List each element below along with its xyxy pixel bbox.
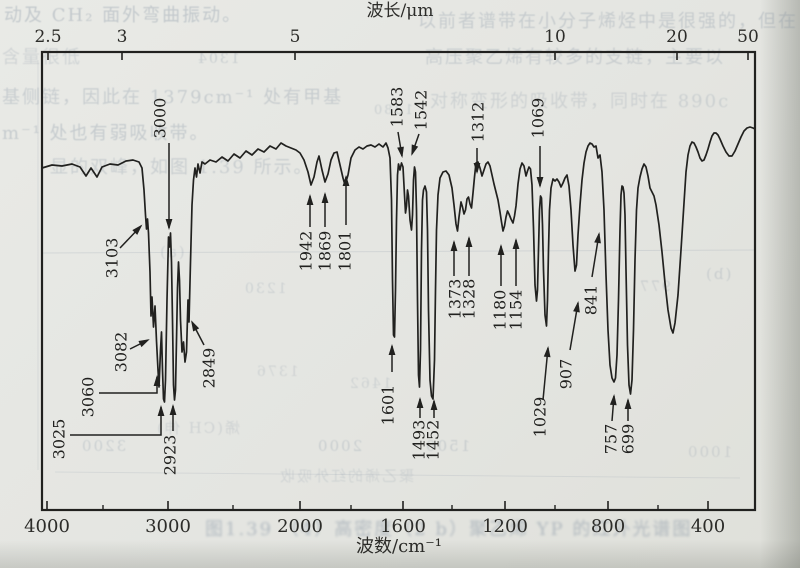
- peak-label-1942: 1942: [297, 231, 316, 272]
- peak-label-3082: 3082: [112, 332, 131, 373]
- top-axis-tick-label-10: 10: [544, 27, 566, 47]
- peak-label-3025: 3025: [50, 419, 69, 460]
- peak-label-1312: 1312: [469, 102, 488, 143]
- top-axis-tick-label-50: 50: [737, 27, 759, 47]
- annotation-arrowhead-907: [573, 301, 580, 313]
- top-axis-tick-label-2.5: 2.5: [34, 27, 61, 47]
- top-axis-tick-label-5: 5: [290, 27, 301, 47]
- peak-label-1452: 1452: [424, 420, 443, 461]
- annotation-arrowhead-1493: [416, 397, 424, 408]
- peak-label-1029: 1029: [531, 397, 550, 438]
- annotation-arrow-3060: [99, 377, 158, 394]
- peak-label-1542: 1542: [412, 90, 431, 131]
- annotation-arrowhead-1601: [388, 344, 396, 355]
- peak-label-1328: 1328: [460, 279, 479, 320]
- annotation-arrowhead-699: [624, 398, 632, 409]
- annotation-arrowhead-3025: [157, 405, 165, 416]
- bottom-axis-tick-label-1200: 1200: [482, 516, 528, 537]
- ghost-line: [54, 471, 741, 479]
- bottom-axis-tick-label-1600: 1600: [380, 516, 426, 537]
- peak-label-3060: 3060: [79, 377, 98, 418]
- annotation-arrowhead-1801: [342, 175, 350, 186]
- peak-label-1154: 1154: [507, 290, 526, 331]
- ghost-text: 以前者谱带在小分子烯烃中是很强的，但在: [418, 11, 798, 32]
- annotation-arrowhead-1942: [306, 194, 314, 205]
- ghost-text: 图1.39 （4）高密度（2 b）聚乙烯 YP 的红外光谱图: [205, 519, 693, 540]
- bottom-axis-tick-label-3000: 3000: [145, 516, 191, 537]
- peak-label-907: 907: [557, 359, 576, 390]
- ghost-text: 显的双峰，如图 1.39 所示。: [50, 157, 314, 178]
- peak-label-699: 699: [619, 424, 638, 455]
- ir-spectrum-curve: [41, 126, 756, 403]
- ghost-text: 对称变形的吸收带，同时在 890c: [430, 91, 731, 112]
- annotation-arrowhead-841: [594, 232, 601, 244]
- peak-label-1069: 1069: [529, 98, 548, 139]
- peak-label-841: 841: [582, 285, 601, 316]
- annotation-arrowhead-1069: [536, 177, 544, 188]
- annotation-arrow-3025: [70, 407, 162, 436]
- peak-label-1583: 1583: [388, 87, 407, 128]
- bottom-axis-tick-label-800: 800: [591, 516, 625, 537]
- peak-label-3000: 3000: [151, 98, 170, 139]
- peak-label-1601: 1601: [379, 385, 398, 426]
- peak-label-1493: 1493: [410, 420, 429, 461]
- annotation-arrowhead-3082: [138, 339, 150, 348]
- annotation-arrowhead-1452: [430, 399, 438, 410]
- annotation-arrowhead-1373: [450, 240, 458, 251]
- ghost-text: 动及 CH₂ 面外弯曲振动。: [4, 5, 243, 26]
- ghost-text: m⁻¹ 处也有弱吸收带。: [2, 123, 210, 144]
- annotation-arrowhead-3000: [165, 219, 173, 230]
- peak-label-757: 757: [602, 424, 621, 455]
- annotation-arrowhead-2849: [191, 320, 200, 332]
- peak-label-1801: 1801: [336, 231, 355, 272]
- annotation-arrowhead-3060: [153, 375, 161, 386]
- bottom-axis-tick-label-4000: 4000: [24, 516, 70, 537]
- peak-label-1180: 1180: [491, 290, 510, 331]
- top-axis-title: 波长/μm: [367, 1, 434, 21]
- bottom-axis-tick-label-400: 400: [691, 516, 725, 537]
- annotation-arrowhead-1180: [497, 244, 505, 255]
- top-axis-tick-label-20: 20: [666, 27, 688, 47]
- annotation-arrowhead-1154: [512, 238, 520, 249]
- bottom-axis-title: 波数/cm⁻¹: [356, 536, 442, 557]
- annotation-arrowhead-757: [609, 394, 617, 406]
- peak-label-3103: 3103: [103, 238, 122, 279]
- annotation-arrowhead-1869: [321, 192, 329, 203]
- top-axis-tick-label-3: 3: [117, 27, 128, 47]
- peak-label-1373: 1373: [446, 279, 465, 320]
- annotation-arrowhead-1542: [411, 144, 419, 156]
- annotation-arrowhead-1312: [473, 163, 481, 174]
- ghost-text: 基侧链，因此在 1379cm⁻¹ 处有甲基: [2, 87, 344, 108]
- peak-label-1869: 1869: [316, 231, 335, 272]
- peak-label-2923: 2923: [161, 435, 180, 476]
- annotation-arrowhead-2923: [169, 404, 177, 415]
- annotation-arrowhead-1328: [465, 236, 473, 247]
- annotation-arrowhead-1029: [543, 346, 551, 358]
- plot-frame: [40, 50, 757, 512]
- annotation-arrowhead-3103: [132, 224, 143, 235]
- annotation-arrowhead-1583: [397, 146, 404, 158]
- peak-label-2849: 2849: [200, 348, 219, 389]
- bottom-axis-tick-label-2000: 2000: [277, 516, 323, 537]
